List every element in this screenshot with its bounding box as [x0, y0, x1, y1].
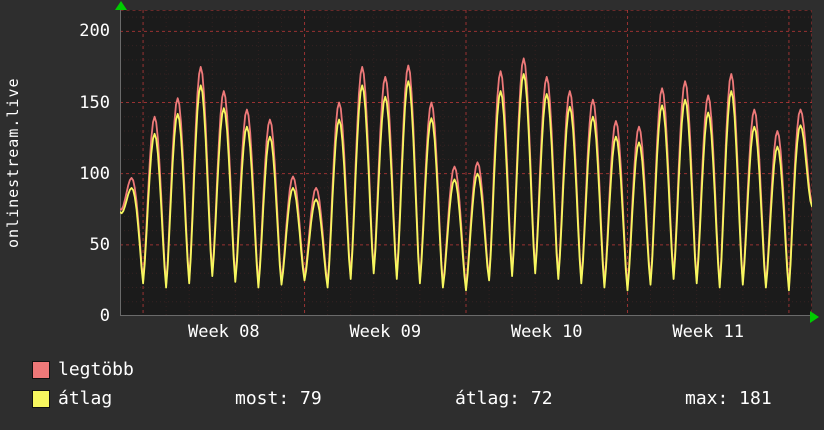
chart-canvas	[120, 10, 812, 316]
chart-legend: legtöbb átlag most: 79 átlag: 72 max: 18…	[0, 358, 824, 416]
y-tick-label: 0	[99, 306, 110, 326]
chart-plot-area	[120, 10, 812, 316]
legend-swatch-legtobb	[32, 361, 50, 379]
y-tick-label: 150	[79, 92, 110, 113]
x-week-label: Week 10	[510, 322, 583, 342]
x-axis-arrow-icon	[810, 311, 819, 323]
y-tick-label: 50	[89, 234, 110, 255]
y-axis-labels: 0 50 100 150 200	[0, 10, 114, 325]
legend-swatch-atlag	[32, 390, 50, 408]
stat-max: max: 181	[685, 388, 772, 409]
y-axis-arrow-icon	[115, 1, 127, 10]
stat-most: most: 79	[235, 388, 322, 409]
y-tick-label: 100	[79, 163, 110, 184]
stat-atlag: átlag: 72	[455, 388, 553, 409]
legend-label-legtobb: legtöbb	[58, 359, 134, 380]
x-axis-labels: Week 08 Week 09 Week 10 Week 11	[120, 320, 812, 346]
legend-row-legtobb: legtöbb	[0, 358, 824, 387]
x-week-label: Week 08	[187, 322, 260, 342]
legend-row-atlag: átlag most: 79 átlag: 72 max: 181	[0, 387, 824, 416]
x-week-label: Week 09	[349, 322, 422, 342]
legend-label-atlag: átlag	[58, 388, 113, 409]
y-tick-label: 200	[79, 21, 110, 42]
x-week-label: Week 11	[672, 322, 745, 342]
